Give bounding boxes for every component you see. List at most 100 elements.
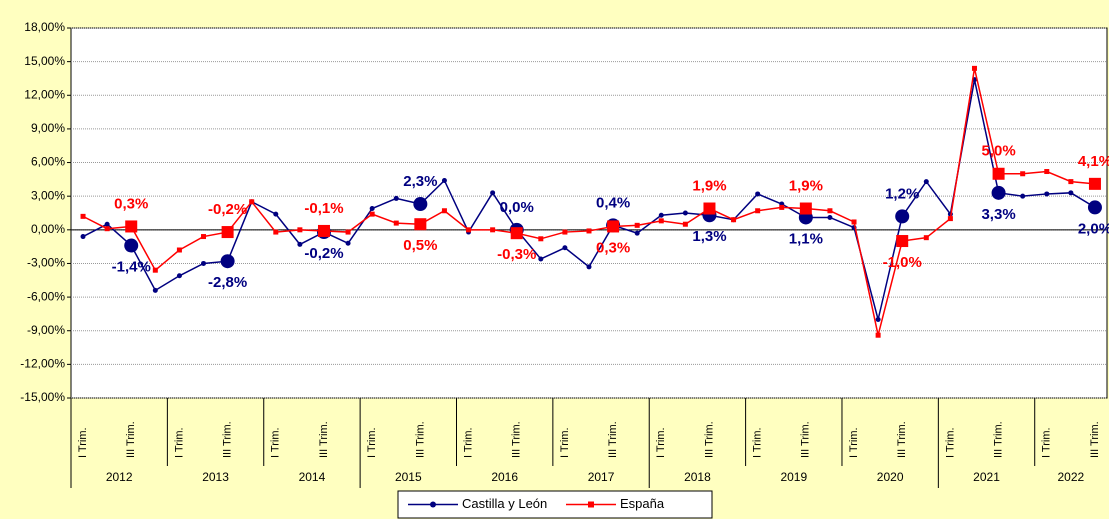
y-tick-label: 6,00%: [31, 155, 65, 169]
data-label: 1,9%: [692, 177, 726, 194]
point: [490, 190, 496, 196]
data-label: 1,9%: [789, 177, 823, 194]
point: [1088, 177, 1101, 190]
x-tick-label: III Trim.: [318, 421, 330, 458]
data-label: 0,0%: [500, 199, 534, 216]
point: [779, 204, 785, 210]
point: [1044, 169, 1050, 175]
point: [152, 267, 158, 273]
x-tick-label: III Trim.: [896, 421, 908, 458]
point: [755, 191, 761, 197]
point: [80, 234, 86, 240]
point: [1020, 171, 1026, 177]
point: [971, 65, 977, 71]
point: [369, 211, 375, 217]
point: [562, 245, 568, 251]
y-tick-label: -3,00%: [27, 256, 65, 270]
point: [851, 219, 857, 225]
y-tick-label: -15,00%: [20, 390, 65, 404]
point: [1020, 193, 1026, 199]
data-label: 2,3%: [403, 173, 437, 190]
point: [658, 212, 664, 218]
data-label: -0,2%: [304, 245, 343, 262]
year-label: 2017: [588, 470, 615, 484]
x-tick-label: I Trim.: [366, 427, 378, 458]
x-tick-label: I Trim.: [752, 427, 764, 458]
y-tick-label: -12,00%: [20, 357, 65, 371]
data-label: 1,1%: [789, 230, 823, 247]
y-tick-label: 0,00%: [31, 222, 65, 236]
point: [875, 332, 881, 338]
point: [345, 240, 351, 246]
point: [634, 222, 640, 228]
year-label: 2021: [973, 470, 1000, 484]
point: [799, 202, 812, 215]
y-tick-label: 12,00%: [24, 87, 65, 101]
legend-marker: [430, 501, 436, 508]
point: [923, 179, 929, 185]
point: [510, 227, 523, 240]
year-label: 2013: [202, 470, 229, 484]
y-tick-label: -6,00%: [27, 289, 65, 303]
point: [249, 199, 255, 205]
point: [124, 238, 139, 253]
x-tick-label: III Trim.: [511, 421, 523, 458]
x-tick-label: III Trim.: [414, 421, 426, 458]
data-label: 0,3%: [596, 239, 630, 256]
point: [682, 221, 688, 227]
year-label: 2016: [491, 470, 518, 484]
data-label: -0,3%: [497, 246, 536, 263]
x-tick-label: I Trim.: [1041, 427, 1053, 458]
data-label: 3,3%: [981, 206, 1015, 223]
x-tick-label: III Trim.: [1089, 421, 1101, 458]
point: [220, 254, 235, 269]
point: [201, 260, 207, 266]
year-label: 2018: [684, 470, 711, 484]
data-label: 2,0%: [1078, 220, 1109, 237]
point: [273, 211, 279, 217]
point: [895, 209, 910, 224]
point: [947, 216, 953, 222]
point: [896, 235, 909, 248]
point: [297, 227, 303, 233]
x-tick-label: III Trim.: [125, 421, 137, 458]
point: [317, 224, 330, 237]
year-label: 2014: [299, 470, 326, 484]
data-label: 4,1%: [1078, 153, 1109, 170]
point: [586, 228, 592, 234]
point: [393, 220, 399, 226]
x-tick-label: I Trim.: [559, 427, 571, 458]
point: [125, 220, 138, 233]
data-label: -2,8%: [208, 274, 247, 291]
point: [827, 208, 833, 214]
point: [490, 227, 496, 233]
y-tick-label: -9,00%: [27, 323, 65, 337]
point: [393, 195, 399, 201]
y-tick-label: 18,00%: [24, 20, 65, 34]
data-label: 5,0%: [981, 143, 1015, 160]
x-tick-label: I Trim.: [848, 427, 860, 458]
x-tick-label: I Trim.: [270, 427, 282, 458]
year-label: 2012: [106, 470, 133, 484]
y-tick-label: 3,00%: [31, 188, 65, 202]
point: [104, 221, 110, 227]
point: [992, 167, 1005, 180]
point: [682, 210, 688, 216]
x-tick-label: III Trim.: [607, 421, 619, 458]
point: [176, 273, 182, 279]
point: [466, 227, 472, 233]
year-label: 2015: [395, 470, 422, 484]
point: [221, 226, 234, 239]
point: [991, 185, 1006, 200]
x-tick-label: III Trim.: [992, 421, 1004, 458]
x-tick-label: I Trim.: [462, 427, 474, 458]
point: [1087, 200, 1102, 215]
data-label: -1,4%: [112, 258, 151, 275]
year-label: 2020: [877, 470, 904, 484]
point: [1068, 179, 1074, 185]
data-label: -0,1%: [304, 200, 343, 217]
point: [413, 197, 428, 212]
data-label: -0,2%: [208, 201, 247, 218]
legend-marker: [588, 501, 594, 508]
